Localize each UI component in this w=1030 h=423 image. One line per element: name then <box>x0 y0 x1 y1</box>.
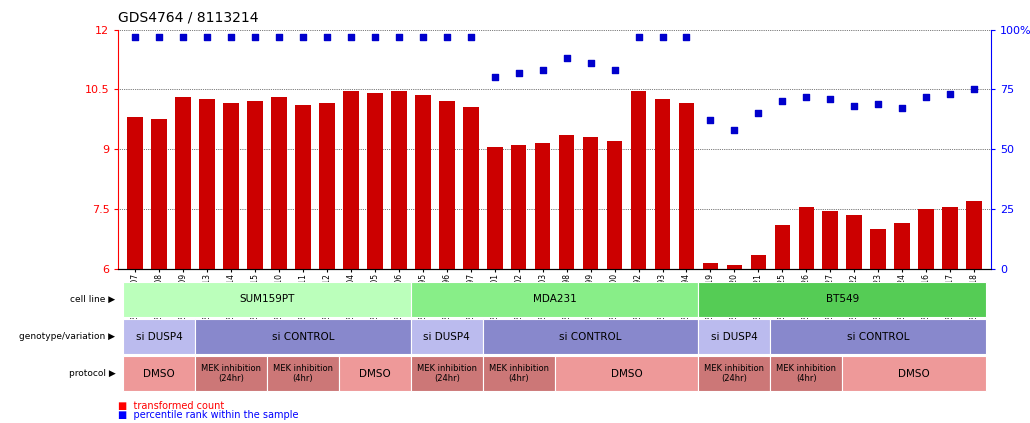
Point <box>870 100 887 107</box>
Bar <box>200 99 215 269</box>
Bar <box>415 95 431 269</box>
Text: si CONTROL: si CONTROL <box>272 332 335 341</box>
Point <box>486 74 503 81</box>
Text: ■  percentile rank within the sample: ■ percentile rank within the sample <box>118 410 299 420</box>
Bar <box>583 137 598 269</box>
Bar <box>702 263 718 269</box>
Text: DMSO: DMSO <box>898 369 930 379</box>
Point <box>726 126 743 133</box>
Text: MEK inhibition
(24hr): MEK inhibition (24hr) <box>417 364 477 384</box>
Point <box>846 103 862 110</box>
Point <box>966 86 983 93</box>
Point <box>222 33 239 40</box>
Bar <box>224 103 239 269</box>
Bar <box>726 265 743 269</box>
Bar <box>319 103 335 269</box>
Point <box>151 33 168 40</box>
Text: DMSO: DMSO <box>143 369 175 379</box>
Text: MEK inhibition
(24hr): MEK inhibition (24hr) <box>201 364 261 384</box>
Text: DMSO: DMSO <box>359 369 390 379</box>
Text: si CONTROL: si CONTROL <box>559 332 622 341</box>
Point <box>175 33 192 40</box>
Bar <box>487 147 503 269</box>
Point <box>343 33 359 40</box>
Point <box>535 67 551 74</box>
Point <box>941 91 958 98</box>
Bar <box>798 207 814 269</box>
Point <box>439 33 455 40</box>
Point <box>750 110 766 117</box>
Bar <box>439 102 454 269</box>
Bar <box>151 119 167 269</box>
Bar <box>247 102 263 269</box>
Bar <box>296 105 311 269</box>
Point <box>702 117 719 124</box>
Text: MEK inhibition
(4hr): MEK inhibition (4hr) <box>273 364 333 384</box>
Point <box>199 33 215 40</box>
Text: protocol ▶: protocol ▶ <box>69 369 115 378</box>
Point <box>271 33 287 40</box>
Text: MDA231: MDA231 <box>533 294 577 304</box>
Text: genotype/variation ▶: genotype/variation ▶ <box>20 332 115 341</box>
Bar <box>343 91 358 269</box>
Text: cell line ▶: cell line ▶ <box>70 295 115 304</box>
Point <box>295 33 311 40</box>
Text: si DUSP4: si DUSP4 <box>423 332 470 341</box>
Point <box>415 33 432 40</box>
Bar <box>751 255 766 269</box>
Point <box>678 33 694 40</box>
Point <box>390 33 407 40</box>
Bar <box>271 97 286 269</box>
Bar <box>942 207 958 269</box>
Text: DMSO: DMSO <box>611 369 643 379</box>
Bar <box>679 103 694 269</box>
Point <box>918 93 934 100</box>
Bar <box>655 99 671 269</box>
Point <box>582 60 598 66</box>
Bar <box>175 97 191 269</box>
Text: SUM159PT: SUM159PT <box>239 294 295 304</box>
Bar <box>462 107 479 269</box>
Text: GDS4764 / 8113214: GDS4764 / 8113214 <box>118 11 259 25</box>
Bar <box>535 143 550 269</box>
Text: MEK inhibition
(24hr): MEK inhibition (24hr) <box>705 364 764 384</box>
Bar <box>823 211 838 269</box>
Point <box>607 67 623 74</box>
Point <box>654 33 671 40</box>
Point <box>558 55 575 62</box>
Text: MEK inhibition
(4hr): MEK inhibition (4hr) <box>488 364 549 384</box>
Text: si CONTROL: si CONTROL <box>847 332 909 341</box>
Text: si DUSP4: si DUSP4 <box>136 332 182 341</box>
Bar <box>559 135 575 269</box>
Point <box>127 33 143 40</box>
Bar <box>966 201 982 269</box>
Point <box>630 33 647 40</box>
Point <box>775 98 791 105</box>
Point <box>798 93 815 100</box>
Bar <box>775 225 790 269</box>
Text: ■  transformed count: ■ transformed count <box>118 401 225 411</box>
Text: si DUSP4: si DUSP4 <box>711 332 758 341</box>
Text: BT549: BT549 <box>826 294 859 304</box>
Text: MEK inhibition
(4hr): MEK inhibition (4hr) <box>777 364 836 384</box>
Bar <box>128 117 143 269</box>
Bar <box>919 209 934 269</box>
Bar <box>511 145 526 269</box>
Bar <box>391 91 407 269</box>
Point <box>318 33 335 40</box>
Bar <box>607 141 622 269</box>
Point <box>894 105 911 112</box>
Point <box>247 33 264 40</box>
Point <box>367 33 383 40</box>
Bar <box>870 229 886 269</box>
Point <box>511 69 527 76</box>
Point <box>462 33 479 40</box>
Bar <box>847 215 862 269</box>
Bar <box>894 223 909 269</box>
Bar <box>367 93 383 269</box>
Bar <box>630 91 647 269</box>
Point <box>822 96 838 102</box>
